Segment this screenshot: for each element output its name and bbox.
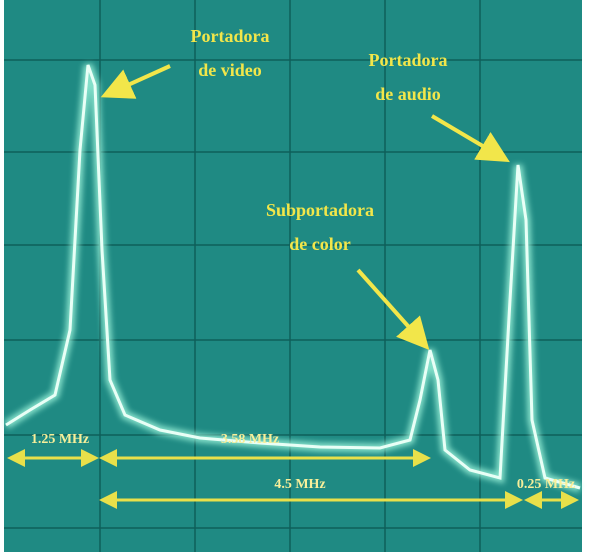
annotation: Portadora <box>369 50 448 70</box>
annotation: de video <box>198 60 262 80</box>
spacing-label: 4.5 MHz <box>274 477 325 492</box>
annotation: Portadora <box>191 26 270 46</box>
spacing-label: 0.25 MHz <box>517 477 575 492</box>
page: Portadora de video Portadora de audio Su… <box>0 0 590 556</box>
spacing-label: 3.58 MHz <box>221 432 279 447</box>
annotation: Subportadora <box>266 200 374 220</box>
spacing-label: 1.25 MHz <box>31 432 89 447</box>
annotation: de color <box>289 234 350 254</box>
annotation: de audio <box>375 84 441 104</box>
spectrum-screen: Portadora de video Portadora de audio Su… <box>0 0 590 556</box>
